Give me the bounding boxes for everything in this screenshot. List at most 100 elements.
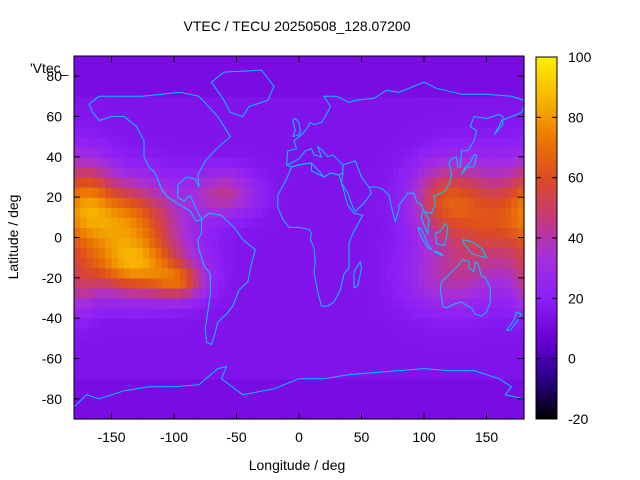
heatmap-cell (399, 308, 406, 319)
heatmap-cell (311, 197, 319, 208)
heatmap-cell (211, 318, 219, 329)
heatmap-cell (455, 308, 463, 319)
heatmap-cell (255, 86, 263, 97)
heatmap-cell (380, 116, 388, 128)
heatmap-cell (411, 156, 419, 168)
heatmap-cell (367, 217, 375, 229)
heatmap-cell (417, 166, 425, 178)
heatmap-cell (149, 237, 156, 249)
heatmap-cell (305, 177, 313, 188)
heatmap-cell (361, 398, 369, 410)
heatmap-cell (330, 388, 338, 400)
heatmap-cell (342, 207, 350, 218)
heatmap-cell (430, 166, 438, 178)
heatmap-cell (111, 338, 119, 350)
heatmap-cell (436, 398, 444, 410)
heatmap-cell (461, 217, 469, 229)
heatmap-cell (267, 146, 275, 158)
heatmap-cell (167, 398, 175, 410)
heatmap-cell (505, 328, 513, 339)
heatmap-cell (392, 197, 400, 208)
heatmap-cell (499, 318, 506, 329)
heatmap-cell (261, 177, 269, 188)
heatmap-cell (449, 318, 456, 329)
heatmap-cell (217, 247, 225, 259)
heatmap-cell (349, 106, 356, 118)
heatmap-cell (367, 166, 375, 178)
heatmap-cell (392, 328, 400, 339)
heatmap-cell (130, 227, 138, 239)
heatmap-cell (311, 227, 319, 239)
heatmap-cell (105, 166, 113, 178)
heatmap-cell (242, 187, 250, 198)
heatmap-cell (411, 86, 419, 97)
heatmap-cell (236, 166, 244, 178)
heatmap-cell (124, 398, 131, 410)
heatmap-cell (80, 177, 88, 188)
heatmap-cell (430, 348, 438, 360)
heatmap-cell (192, 217, 200, 229)
heatmap-cell (80, 166, 88, 178)
heatmap-cell (411, 328, 419, 339)
heatmap-cell (349, 328, 356, 339)
heatmap-cell (117, 398, 125, 410)
heatmap-cell (349, 348, 356, 360)
heatmap-cell (255, 348, 263, 360)
heatmap-cell (505, 76, 513, 87)
heatmap-cell (467, 338, 475, 350)
heatmap-cell (92, 227, 100, 239)
heatmap-cell (317, 308, 325, 319)
heatmap-cell (361, 126, 369, 138)
heatmap-cell (455, 126, 463, 138)
heatmap-cell (380, 197, 388, 208)
heatmap-cell (442, 358, 450, 370)
heatmap-cell (267, 287, 275, 299)
heatmap-cell (236, 126, 244, 138)
heatmap-cell (80, 197, 88, 208)
heatmap-cell (467, 126, 475, 138)
heatmap-cell (461, 398, 469, 410)
heatmap-cell (111, 267, 119, 279)
heatmap-cell (411, 358, 419, 370)
heatmap-cell (230, 86, 238, 97)
heatmap-cell (467, 76, 475, 87)
heatmap-cell (305, 287, 313, 299)
heatmap-cell (330, 277, 338, 289)
heatmap-cell (511, 358, 519, 370)
heatmap-cell (392, 247, 400, 259)
heatmap-cell (186, 86, 194, 97)
heatmap-cell (217, 156, 225, 168)
heatmap-cell (267, 298, 275, 309)
heatmap-cell (274, 298, 281, 309)
heatmap-cell (305, 106, 313, 118)
heatmap-cell (399, 126, 406, 138)
heatmap-cell (386, 76, 394, 87)
heatmap-cell (374, 237, 381, 249)
heatmap-cell (486, 328, 494, 339)
heatmap-cell (99, 96, 106, 108)
heatmap-cell (136, 287, 144, 299)
heatmap-cell (117, 328, 125, 339)
heatmap-cell (186, 247, 194, 259)
heatmap-cell (230, 338, 238, 350)
heatmap-cell (274, 398, 281, 410)
heatmap-cell (192, 298, 200, 309)
heatmap-cell (299, 237, 306, 249)
heatmap-cell (361, 328, 369, 339)
heatmap-cell (442, 287, 450, 299)
heatmap-cell (511, 338, 519, 350)
heatmap-cell (286, 388, 294, 400)
heatmap-cell (342, 136, 350, 148)
heatmap-cell (249, 197, 256, 208)
heatmap-cell (274, 56, 281, 67)
heatmap-cell (261, 76, 269, 87)
heatmap-cell (505, 187, 513, 198)
heatmap-cell (242, 126, 250, 138)
heatmap-cell (74, 408, 81, 420)
heatmap-cell (349, 237, 356, 249)
heatmap-cell (261, 146, 269, 158)
heatmap-cell (405, 56, 413, 67)
heatmap-cell (249, 237, 256, 249)
heatmap-cell (467, 66, 475, 77)
heatmap-cell (130, 217, 138, 229)
